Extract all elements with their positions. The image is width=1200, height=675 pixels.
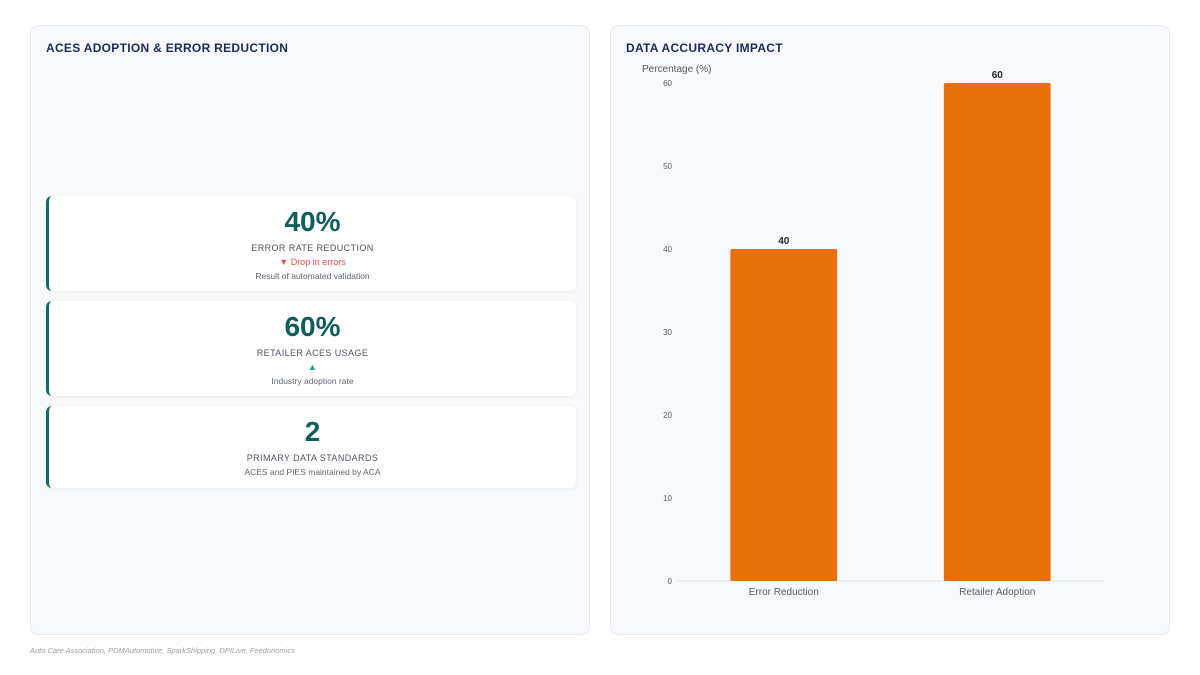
kpi-label: PRIMARY DATA STANDARDS xyxy=(246,453,379,463)
x-tick-label: Error Reduction xyxy=(749,587,819,598)
data-label: 60 xyxy=(992,70,1004,81)
kpi-value: 2 xyxy=(304,416,321,447)
kpi-trend-up: ▲ xyxy=(308,362,317,372)
y-tick-label: 20 xyxy=(663,411,672,420)
chart-title: DATA ACCURACY IMPACT xyxy=(626,41,783,55)
y-axis-label: Percentage (%) xyxy=(642,64,711,75)
kpi-card-retailer-usage: 60% RETAILER ACES USAGE ▲ Industry adopt… xyxy=(46,301,576,396)
y-tick-label: 10 xyxy=(663,494,672,503)
bar-error-reduction xyxy=(730,249,838,581)
kpi-trend-down: ▼ Drop in errors xyxy=(279,257,346,267)
source-note: Auto Care Association, PDMAutomotive, Sp… xyxy=(30,646,295,655)
y-tick-label: 40 xyxy=(663,245,672,254)
y-tick-label: 30 xyxy=(663,328,672,337)
kpi-subtext: Result of automated validation xyxy=(255,271,370,281)
kpi-card-data-standards: 2 PRIMARY DATA STANDARDS ACES and PIES m… xyxy=(46,406,576,488)
kpi-value: 60% xyxy=(284,311,341,342)
right-panel: DATA ACCURACY IMPACT Percentage (%) 0 10 20… xyxy=(610,25,1170,635)
left-panel-title: ACES ADOPTION & ERROR REDUCTION xyxy=(46,41,289,55)
bar-retailer-adoption xyxy=(943,83,1051,581)
data-label: 40 xyxy=(778,236,790,247)
bar-chart: Percentage (%) 0 10 20 30 40 50 60 40 Error Reduc… xyxy=(642,64,1104,598)
kpi-value: 40% xyxy=(284,206,341,237)
kpi-card-error-rate: 40% ERROR RATE REDUCTION ▼ Drop in error… xyxy=(46,196,576,291)
left-panel: ACES ADOPTION & ERROR REDUCTION 40% ERRO… xyxy=(30,25,590,635)
kpi-subtext: Industry adoption rate xyxy=(271,376,354,386)
kpi-subtext: ACES and PIES maintained by ACA xyxy=(244,467,381,477)
y-tick-label: 60 xyxy=(663,79,672,88)
x-tick-label: Retailer Adoption xyxy=(959,587,1035,598)
y-tick-label: 0 xyxy=(668,577,673,586)
kpi-label: ERROR RATE REDUCTION xyxy=(251,243,374,253)
y-tick-label: 50 xyxy=(663,162,672,171)
kpi-label: RETAILER ACES USAGE xyxy=(256,348,369,358)
